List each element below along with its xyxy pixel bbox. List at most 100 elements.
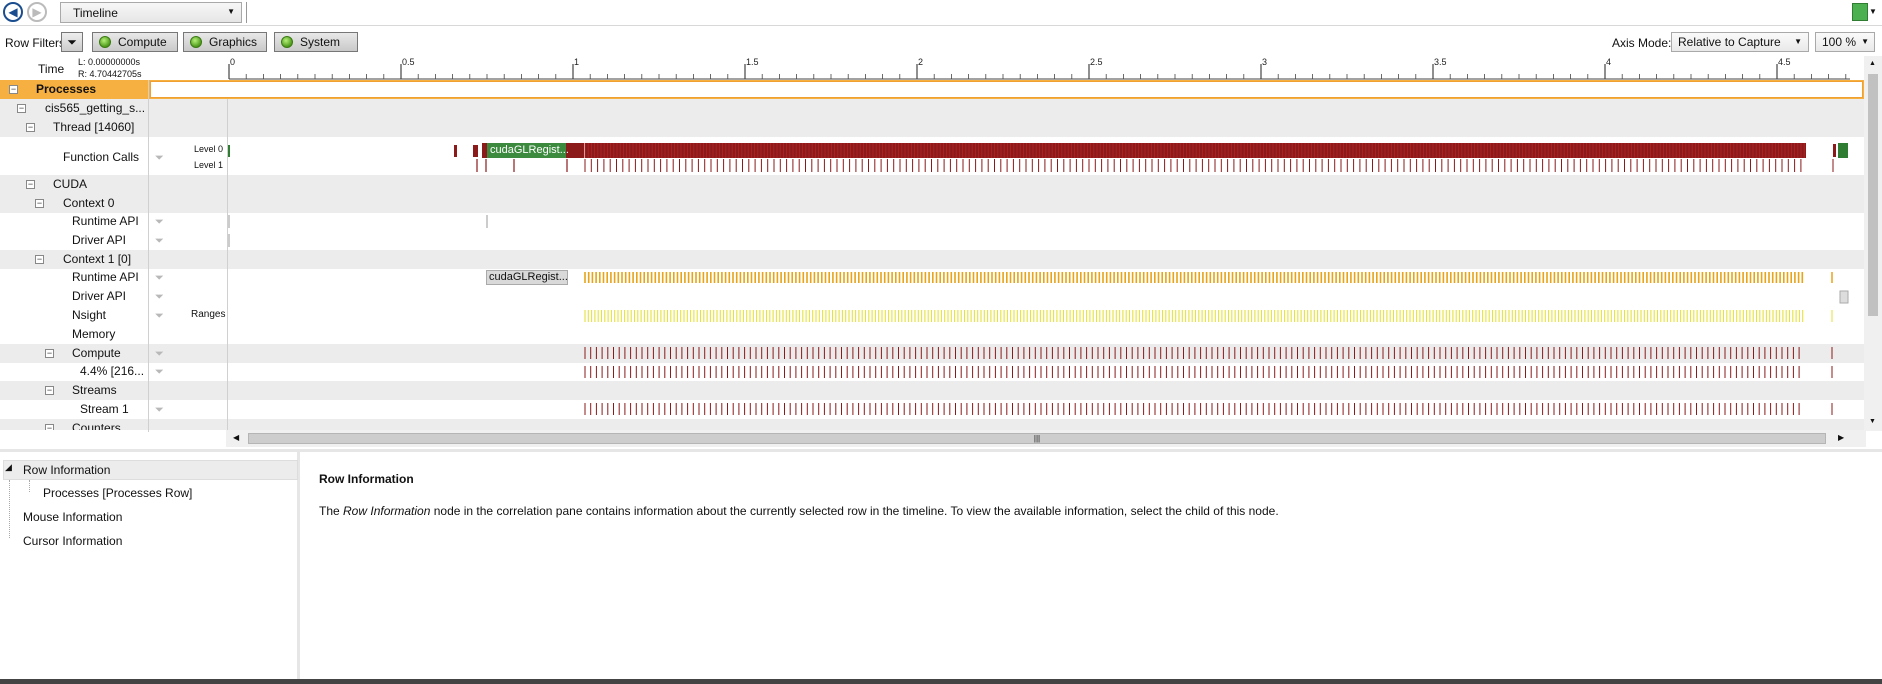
details-title: Row Information — [319, 472, 414, 486]
row-stream1[interactable]: Stream 1 ⏷ — [0, 400, 1865, 419]
details-body-pre: The — [319, 504, 344, 518]
row-kernel[interactable]: 4.4% [216... ⏷ — [0, 362, 1865, 381]
tree-selected-row[interactable] — [3, 460, 298, 480]
row-ctx0-runtime[interactable]: Runtime API ⏷ — [0, 212, 1865, 231]
collapse-icon[interactable]: − — [45, 385, 54, 395]
axis-mode-label: Axis Mode: — [1612, 36, 1672, 50]
row-context1[interactable]: − Context 1 [0] — [0, 250, 1865, 269]
timeline-canvas[interactable] — [0, 0, 1864, 432]
horizontal-scrollbar[interactable]: ◀ ||| ▶ — [226, 430, 1866, 447]
row-thread[interactable]: − Thread [14060] — [0, 118, 1865, 137]
row-ctx0-driver[interactable]: Driver API ⏷ — [0, 231, 1865, 250]
func-call-mark — [473, 145, 478, 157]
row-context0-label: Context 0 — [63, 196, 115, 210]
filter-compute-button[interactable]: Compute — [92, 32, 178, 52]
tree-mouse-information[interactable]: Mouse Information — [23, 510, 123, 524]
time-right: R: 4.70442705s — [78, 69, 142, 79]
view-select[interactable]: Timeline ▼ — [60, 2, 242, 23]
collapse-icon[interactable]: − — [45, 424, 54, 430]
filter-icon[interactable]: ⏷ — [155, 347, 164, 360]
filter-system-label: System — [300, 35, 341, 49]
ruler-tick-label: 3.5 — [1434, 57, 1447, 67]
tree-cursor-information[interactable]: Cursor Information — [23, 534, 123, 548]
row-ctx1-runtime[interactable]: Runtime API ⏷ — [0, 268, 1865, 287]
row-counters[interactable]: − Counters — [0, 419, 1865, 430]
func-call-mark — [482, 143, 487, 158]
filter-icon[interactable]: ⏷ — [155, 271, 164, 284]
axis-mode-select[interactable]: Relative to Capture ▼ — [1671, 32, 1809, 52]
details-pane: Row Information The Row Information node… — [303, 452, 1878, 680]
zoom-select[interactable]: 100 % ▼ — [1815, 32, 1875, 52]
ruler-tick-label: 2 — [918, 57, 923, 67]
filter-icon[interactable]: ⏷ — [155, 403, 164, 416]
scroll-up-icon[interactable]: ▲ — [1869, 60, 1876, 67]
row-thread-label: Thread [14060] — [53, 120, 135, 134]
row-processes[interactable]: − Processes — [0, 80, 1865, 99]
row-memory[interactable]: Memory — [0, 325, 1865, 344]
collapse-icon[interactable]: − — [35, 254, 44, 264]
tree-processes-row[interactable]: Processes [Processes Row] — [43, 486, 193, 500]
row-stream1-label: Stream 1 — [80, 402, 129, 416]
collapse-icon[interactable]: − — [26, 179, 35, 189]
ruler-tick-label: 1.5 — [746, 57, 759, 67]
scroll-down-icon[interactable]: ▼ — [1869, 418, 1876, 425]
timeline-left-border — [227, 99, 228, 431]
horizontal-scroll-thumb[interactable]: ||| — [248, 433, 1826, 444]
pane-splitter[interactable] — [0, 449, 1882, 452]
ruler-tick-label: 1 — [574, 57, 579, 67]
time-label: Time — [38, 62, 65, 76]
ruler-tick-label: 4.5 — [1778, 57, 1791, 67]
filter-icon[interactable]: ⏷ — [155, 151, 164, 164]
details-body-em: Row Information — [343, 504, 431, 518]
runtime-call-label[interactable]: cudaGLRegist... — [486, 270, 568, 285]
row-filters-label: Row Filters — [5, 36, 66, 50]
tree-guide — [9, 480, 10, 538]
toggle-on-icon — [281, 36, 293, 48]
row-streams[interactable]: − Streams — [0, 381, 1865, 400]
vertical-scrollbar[interactable]: ▲ ▼ — [1864, 56, 1882, 431]
tree-row-information[interactable]: Row Information — [23, 463, 111, 477]
vertical-scroll-thumb[interactable] — [1868, 74, 1878, 316]
back-icon[interactable]: ◀ — [3, 2, 23, 22]
row-kernel-label: 4.4% [216... — [80, 364, 145, 378]
time-ruler[interactable]: 0 0.5 1 1.5 2 2.5 3 3.5 4 4.5 — [0, 56, 1864, 80]
tree-guide — [29, 480, 30, 492]
row-cuda-label: CUDA — [53, 177, 88, 191]
layout-dropdown-icon[interactable]: ▼ — [1869, 7, 1877, 16]
scroll-left-icon[interactable]: ◀ — [233, 433, 240, 442]
row-function-calls[interactable]: Function Calls ⏷ Level 0 Level 1 — [0, 140, 1865, 174]
filter-system-button[interactable]: System — [274, 32, 358, 52]
filter-icon[interactable]: ⏷ — [155, 290, 164, 303]
collapse-icon[interactable]: − — [35, 198, 44, 208]
filter-icon[interactable]: ⏷ — [155, 215, 164, 228]
forward-icon[interactable]: ▶ — [27, 2, 47, 22]
filter-icon[interactable]: ⏷ — [155, 234, 164, 247]
ruler-tick-label: 0 — [230, 57, 235, 67]
toolbar-divider — [246, 2, 247, 23]
scroll-right-icon[interactable]: ▶ — [1838, 433, 1845, 442]
func-call-mark — [1838, 143, 1848, 158]
row-streams-label: Streams — [72, 383, 117, 397]
processes-timeline[interactable] — [150, 81, 1863, 98]
row-compute-label: Compute — [72, 346, 121, 360]
collapse-icon[interactable]: − — [26, 122, 35, 132]
collapse-icon[interactable]: − — [45, 348, 54, 358]
layout-icon[interactable] — [1852, 3, 1868, 21]
filter-graphics-button[interactable]: Graphics — [183, 32, 267, 52]
row-app-label: cis565_getting_s... — [45, 101, 146, 115]
row-cuda[interactable]: − CUDA — [0, 175, 1865, 194]
row-nsight[interactable]: Nsight ⏷ Ranges — [0, 306, 1865, 325]
row-context0[interactable]: − Context 0 — [0, 194, 1865, 213]
filter-icon[interactable]: ⏷ — [61, 32, 83, 52]
row-function-calls-label: Function Calls — [63, 150, 140, 164]
ruler-tick-label: 3 — [1262, 57, 1267, 67]
function-call-label[interactable]: cudaGLRegist... — [487, 143, 569, 158]
collapse-icon[interactable]: − — [9, 84, 18, 94]
filter-icon[interactable]: ⏷ — [155, 309, 164, 322]
filter-icon[interactable]: ⏷ — [155, 365, 164, 378]
details-body: The Row Information node in the correlat… — [319, 504, 1279, 518]
row-ctx1-driver[interactable]: Driver API ⏷ — [0, 287, 1865, 306]
row-app[interactable]: − cis565_getting_s... — [0, 99, 1865, 118]
expand-arrow-icon[interactable]: ◢ — [5, 462, 12, 472]
collapse-icon[interactable]: − — [17, 103, 26, 113]
